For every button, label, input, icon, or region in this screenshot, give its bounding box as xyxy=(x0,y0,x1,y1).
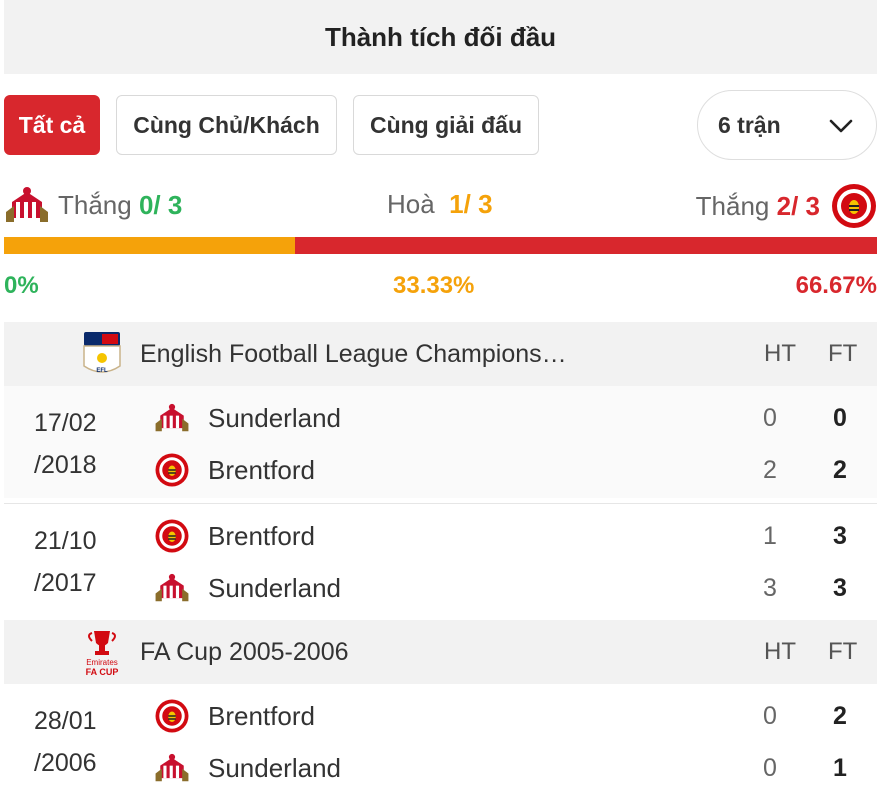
match-date: 28/01 /2006 xyxy=(34,700,97,784)
match-date-year: /2018 xyxy=(34,451,97,479)
away-ft-score: 3 xyxy=(833,574,847,602)
page-title-text: Thành tích đối đầu xyxy=(324,21,557,52)
match-date-day: 28/01 xyxy=(34,707,97,735)
ht-column-header: HT xyxy=(764,340,796,367)
away-win-label: Thắng xyxy=(695,190,770,221)
home-ht-score: 1 xyxy=(763,522,777,550)
match-row[interactable]: 17/02 /2018 Sunderland Brentford 0 0 2 2 xyxy=(4,386,877,498)
home-ft-score: 2 xyxy=(833,702,847,730)
away-team: Sunderland xyxy=(154,568,341,608)
match-date: 17/02 /2018 xyxy=(34,402,97,486)
team-name: Brentford xyxy=(208,454,315,485)
brentford-crest-icon xyxy=(832,184,876,228)
match-date-day: 17/02 xyxy=(34,409,97,437)
chevron-down-icon xyxy=(829,119,853,133)
efl-logo-text: EFL xyxy=(96,368,108,374)
fa-cup-logo-text-2: FA CUP xyxy=(86,667,119,677)
efl-logo-icon: EFL xyxy=(83,332,121,374)
ht-column-header: HT xyxy=(764,638,796,665)
sunderland-crest-icon xyxy=(155,403,189,432)
team-name: Brentford xyxy=(208,520,315,551)
match-row[interactable]: 28/01 /2006 Brentford Sunderland 0 2 0 1 xyxy=(4,684,877,796)
match-date-day: 21/10 xyxy=(34,527,97,555)
draw-label: Hoà xyxy=(387,189,435,219)
draw-bar-segment xyxy=(4,237,295,254)
ft-column-header: FT xyxy=(828,638,858,665)
home-win-summary: Thắng 0/ 3 xyxy=(4,182,182,228)
brentford-crest-icon xyxy=(155,699,189,733)
home-ft-score: 0 xyxy=(833,404,847,432)
h2h-summary: Thắng 0/ 3 Hoà 1/ 3 Thắng 2/ 3 xyxy=(0,175,884,235)
away-ht-score: 3 xyxy=(763,574,777,602)
league-header-fa-cup: Emirates FA CUP FA Cup 2005-2006 HT FT xyxy=(4,620,877,684)
fa-cup-logo-icon: Emirates FA CUP xyxy=(86,631,119,677)
sunderland-crest-icon xyxy=(155,753,189,782)
away-ft-score: 2 xyxy=(833,456,847,484)
match-date-year: /2006 xyxy=(34,749,97,777)
home-team: Sunderland xyxy=(154,398,341,438)
row-divider xyxy=(4,503,877,504)
league-header-efl: EFL English Football League Champions… H… xyxy=(4,322,877,386)
team-name: Brentford xyxy=(208,700,315,731)
page-title: Thành tích đối đầu xyxy=(4,0,877,74)
fa-cup-logo-text-1: Emirates xyxy=(86,658,118,667)
home-team: Brentford xyxy=(154,516,315,556)
match-count-select[interactable]: 6 trận xyxy=(697,90,877,160)
match-row[interactable]: 21/10 /2017 Brentford Sunderland 1 3 3 3 xyxy=(4,504,877,616)
away-ht-score: 2 xyxy=(763,456,777,484)
team-name: Sunderland xyxy=(208,572,341,603)
home-ft-score: 3 xyxy=(833,522,847,550)
away-ht-score: 0 xyxy=(763,754,777,782)
away-win-percent: 66.67% xyxy=(795,272,877,299)
home-win-value: 0/ 3 xyxy=(138,189,183,220)
sunderland-crest-icon xyxy=(6,187,48,222)
match-count-value: 6 trận xyxy=(718,111,781,138)
team-name: Sunderland xyxy=(208,402,341,433)
home-win-percent: 0% xyxy=(4,272,39,299)
league-name: FA Cup 2005-2006 xyxy=(140,638,349,666)
away-team: Sunderland xyxy=(154,748,341,788)
brentford-crest-icon xyxy=(155,519,189,553)
home-ht-score: 0 xyxy=(763,404,777,432)
home-ht-score: 0 xyxy=(763,702,777,730)
filter-same-league-button[interactable]: Cùng giải đấu xyxy=(353,95,539,155)
away-team: Brentford xyxy=(154,450,315,490)
brentford-crest-icon xyxy=(155,453,189,487)
league-name: English Football League Champions… xyxy=(140,340,567,368)
match-date-year: /2017 xyxy=(34,569,97,597)
ft-column-header: FT xyxy=(828,340,858,367)
away-win-bar-segment xyxy=(294,237,877,254)
away-win-value: 2/ 3 xyxy=(776,190,820,221)
filter-home-away-button[interactable]: Cùng Chủ/Khách xyxy=(116,95,337,155)
away-ft-score: 1 xyxy=(833,754,847,782)
away-win-summary: Thắng 2/ 3 xyxy=(696,182,878,230)
sunderland-crest-icon xyxy=(155,573,189,602)
draw-percent: 33.33% xyxy=(393,272,475,299)
filter-all-button[interactable]: Tất cả xyxy=(4,95,100,155)
match-date: 21/10 /2017 xyxy=(34,520,97,604)
team-name: Sunderland xyxy=(208,752,341,783)
draw-value: 1/ 3 xyxy=(449,189,493,219)
home-team: Brentford xyxy=(154,696,315,736)
home-win-label: Thắng xyxy=(58,189,132,220)
h2h-result-bar xyxy=(4,237,877,254)
draw-summary: Hoà 1/ 3 xyxy=(387,189,493,220)
